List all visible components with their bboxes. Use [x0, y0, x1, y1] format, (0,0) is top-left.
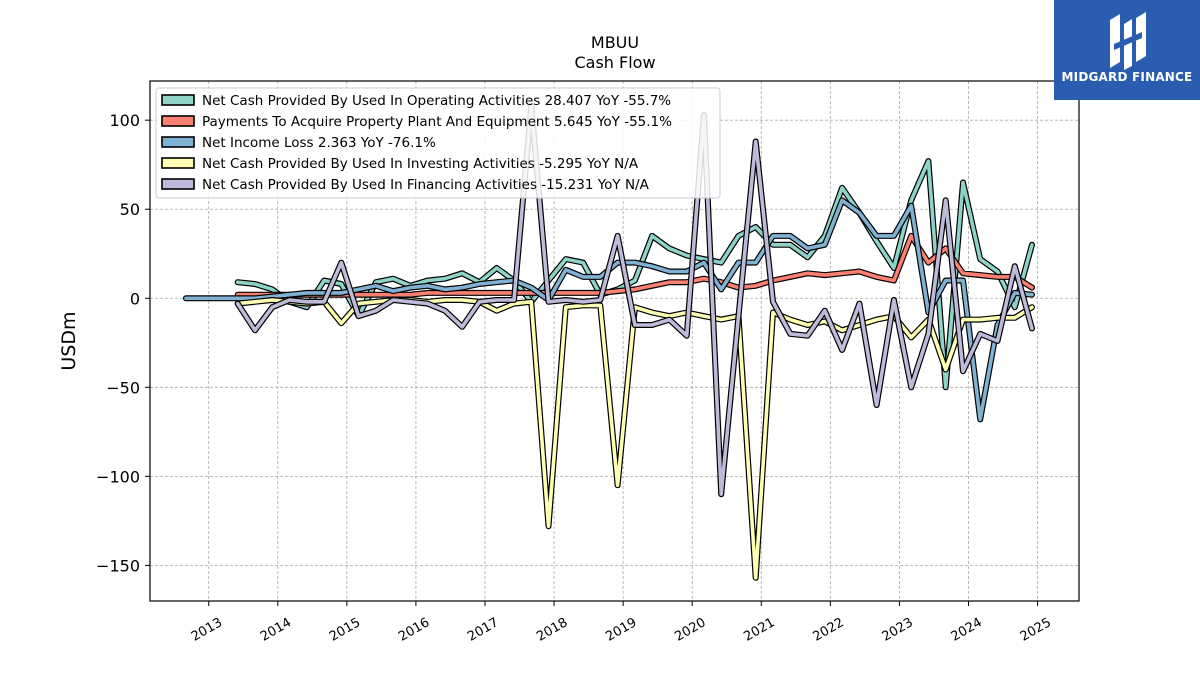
- series-group: [182, 102, 1035, 581]
- x-tick-label: 2022: [811, 615, 847, 645]
- series-line: [235, 298, 1034, 580]
- y-tick-label: 50: [120, 200, 140, 219]
- x-tick-label: 2015: [327, 615, 363, 645]
- legend-label: Net Cash Provided By Used In Operating A…: [202, 93, 671, 109]
- legend: Net Cash Provided By Used In Operating A…: [155, 87, 721, 199]
- x-tick-label: 2020: [672, 615, 708, 645]
- x-axis: 2013 2014 2015 2016 2017 2018 2019 2020 2021 2022…: [189, 601, 1054, 645]
- series-line: [235, 104, 1034, 497]
- midgard-logo-icon: [1110, 12, 1146, 70]
- legend-label: Net Cash Provided By Used In Investing A…: [202, 156, 639, 172]
- y-axis-label: USDm: [58, 311, 80, 370]
- y-axis: 100 50 0 −50 −100 −150: [96, 111, 150, 575]
- y-tick-label: −50: [106, 378, 140, 397]
- legend-label: Net Income Loss 2.363 YoY -76.1%: [202, 135, 436, 151]
- x-tick-label: 2019: [603, 615, 639, 645]
- series-2: [234, 232, 1035, 298]
- legend-swatch: [161, 178, 195, 190]
- legend-label: Payments To Acquire Property Plant And E…: [202, 114, 672, 130]
- legend-swatch: [161, 157, 195, 169]
- x-tick-label: 2017: [465, 615, 501, 645]
- x-tick-label: 2021: [741, 615, 777, 645]
- x-tick-label: 2014: [258, 615, 294, 645]
- y-tick-label: −150: [96, 556, 140, 575]
- x-tick-label: 2024: [949, 615, 985, 645]
- x-tick-label: 2016: [396, 615, 432, 645]
- legend-item: Net Cash Provided By Used In Operating A…: [161, 93, 671, 109]
- legend-swatch: [161, 115, 195, 127]
- series-4: [234, 297, 1035, 581]
- brand-logo: MIDGARD FINANCE: [1054, 0, 1200, 100]
- chart-subtitle: Cash Flow: [574, 53, 655, 72]
- x-tick-label: 2023: [880, 615, 916, 645]
- y-tick-label: 100: [109, 111, 140, 130]
- legend-item: Net Cash Provided By Used In Investing A…: [161, 156, 639, 172]
- legend-item: Payments To Acquire Property Plant And E…: [161, 114, 672, 130]
- brand-name: MIDGARD FINANCE: [1061, 70, 1193, 84]
- series-5: [234, 102, 1035, 498]
- series-line: [235, 234, 1034, 297]
- legend-item: Net Cash Provided By Used In Financing A…: [161, 177, 650, 193]
- legend-box: [155, 87, 721, 199]
- y-tick-label: 0: [130, 289, 140, 308]
- x-tick-label: 2018: [534, 615, 570, 645]
- legend-swatch: [161, 94, 195, 106]
- series-line-outline: [234, 297, 1035, 581]
- y-tick-label: −100: [96, 467, 140, 486]
- x-tick-label: 2013: [189, 615, 225, 645]
- x-tick-label: 2025: [1018, 615, 1054, 645]
- legend-swatch: [161, 136, 195, 148]
- legend-item: Net Income Loss 2.363 YoY -76.1%: [161, 135, 436, 151]
- chart-title: MBUU: [591, 33, 639, 52]
- plot-frame: [149, 80, 1080, 602]
- legend-label: Net Cash Provided By Used In Financing A…: [202, 177, 650, 193]
